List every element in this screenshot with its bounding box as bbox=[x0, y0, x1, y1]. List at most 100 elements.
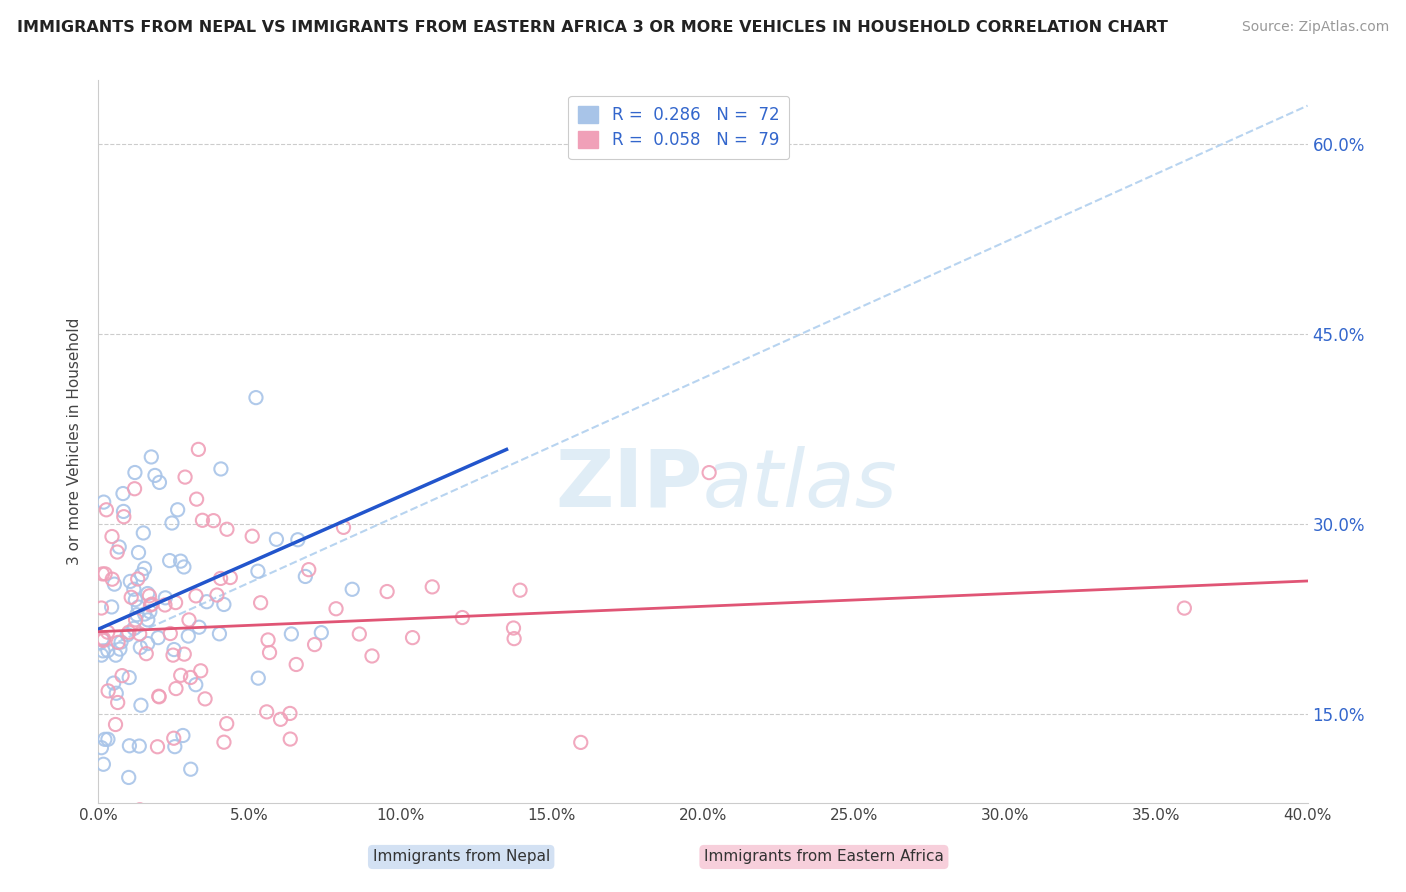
Point bbox=[135, 647, 157, 661]
Point bbox=[97, 684, 120, 698]
Point bbox=[136, 586, 159, 600]
Text: Immigrants from Nepal: Immigrants from Nepal bbox=[373, 849, 550, 864]
Point bbox=[100, 599, 122, 614]
Point bbox=[179, 671, 201, 685]
Point bbox=[105, 545, 128, 559]
Point bbox=[146, 631, 169, 645]
Point bbox=[104, 717, 127, 731]
Point bbox=[118, 671, 141, 685]
Point bbox=[311, 625, 333, 640]
Point bbox=[97, 643, 120, 657]
Point bbox=[124, 466, 146, 480]
Point bbox=[173, 560, 195, 574]
Point bbox=[120, 574, 142, 589]
Point bbox=[125, 607, 148, 622]
Point bbox=[159, 626, 181, 640]
Point bbox=[278, 706, 301, 721]
Point bbox=[93, 495, 115, 509]
Point bbox=[93, 632, 115, 646]
Point bbox=[148, 475, 170, 490]
Point bbox=[172, 729, 194, 743]
Point bbox=[104, 648, 127, 663]
Point bbox=[136, 636, 159, 650]
Point bbox=[190, 664, 212, 678]
Point bbox=[245, 391, 267, 405]
Point bbox=[266, 533, 288, 547]
Point bbox=[304, 638, 326, 652]
Point bbox=[110, 635, 132, 649]
Point bbox=[117, 628, 139, 642]
Point bbox=[128, 545, 150, 559]
Point bbox=[298, 563, 321, 577]
Point bbox=[209, 571, 232, 585]
Point bbox=[451, 610, 474, 624]
Point bbox=[509, 583, 531, 598]
Point bbox=[134, 607, 156, 621]
Point bbox=[219, 570, 242, 584]
Point bbox=[94, 732, 117, 747]
Point bbox=[195, 595, 218, 609]
Point bbox=[163, 642, 186, 657]
Point bbox=[401, 631, 423, 645]
Point bbox=[132, 525, 155, 540]
Point bbox=[118, 771, 141, 785]
Point bbox=[169, 554, 191, 568]
Point bbox=[205, 588, 228, 602]
Point bbox=[375, 584, 398, 599]
Point bbox=[502, 621, 524, 635]
Point bbox=[209, 462, 232, 476]
Point bbox=[270, 712, 292, 726]
Text: atlas: atlas bbox=[703, 446, 898, 524]
Point bbox=[1173, 601, 1195, 615]
Point bbox=[105, 686, 128, 700]
Point bbox=[90, 648, 112, 662]
Point bbox=[91, 632, 114, 646]
Point bbox=[97, 732, 120, 747]
Point bbox=[148, 690, 170, 704]
Point bbox=[184, 678, 207, 692]
Point bbox=[103, 577, 125, 591]
Point bbox=[174, 470, 197, 484]
Point bbox=[212, 598, 235, 612]
Point bbox=[325, 601, 347, 615]
Point bbox=[294, 569, 316, 583]
Point bbox=[128, 627, 150, 641]
Point bbox=[112, 509, 135, 524]
Point bbox=[165, 681, 187, 696]
Point bbox=[697, 466, 720, 480]
Point bbox=[90, 740, 112, 755]
Point bbox=[159, 553, 181, 567]
Point bbox=[107, 635, 129, 649]
Point bbox=[91, 644, 114, 658]
Point bbox=[153, 598, 176, 612]
Point bbox=[139, 605, 162, 619]
Point bbox=[108, 540, 131, 554]
Point bbox=[342, 582, 364, 597]
Text: Source: ZipAtlas.com: Source: ZipAtlas.com bbox=[1241, 20, 1389, 34]
Point bbox=[249, 596, 271, 610]
Point bbox=[127, 572, 149, 586]
Point bbox=[141, 450, 163, 464]
Point bbox=[101, 572, 124, 586]
Point bbox=[129, 640, 152, 655]
Point bbox=[191, 513, 214, 527]
Point bbox=[146, 739, 169, 754]
Point bbox=[186, 492, 208, 507]
Point bbox=[124, 613, 146, 627]
Point bbox=[208, 627, 231, 641]
Point bbox=[91, 566, 114, 581]
Point bbox=[155, 591, 177, 605]
Point bbox=[139, 598, 162, 612]
Text: ZIP: ZIP bbox=[555, 446, 703, 524]
Point bbox=[112, 504, 135, 518]
Point bbox=[569, 735, 592, 749]
Point bbox=[349, 627, 371, 641]
Point bbox=[188, 620, 211, 634]
Point bbox=[361, 648, 384, 663]
Point bbox=[256, 705, 278, 719]
Point bbox=[120, 591, 142, 605]
Point bbox=[128, 739, 150, 753]
Point bbox=[118, 739, 141, 753]
Legend: R =  0.286   N =  72, R =  0.058   N =  79: R = 0.286 N = 72, R = 0.058 N = 79 bbox=[568, 95, 789, 159]
Point bbox=[128, 803, 150, 817]
